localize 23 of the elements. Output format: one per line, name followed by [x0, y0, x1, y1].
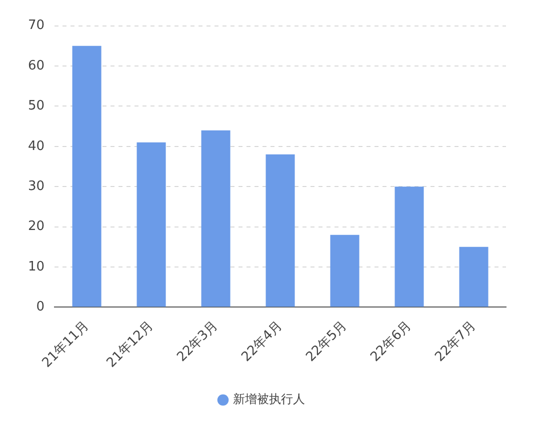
bar [459, 246, 488, 307]
bar [72, 46, 102, 307]
y-tick-label: 40 [28, 138, 45, 154]
x-tick-label: 22年5月 [303, 318, 350, 365]
bar [136, 142, 166, 307]
x-tick-label: 22年7月 [432, 318, 479, 365]
bar [394, 186, 424, 307]
x-tick-label: 21年11月 [40, 318, 92, 371]
y-tick-label: 50 [28, 98, 45, 114]
x-tick-label: 21年12月 [104, 318, 156, 371]
bar [201, 130, 230, 307]
bar [330, 234, 360, 307]
y-tick-label: 30 [28, 178, 45, 194]
y-tick-label: 60 [28, 58, 45, 74]
x-tick-label: 22年3月 [174, 318, 221, 365]
y-tick-label: 70 [28, 18, 45, 34]
bar [266, 154, 295, 307]
x-tick-label: 22年6月 [368, 318, 414, 365]
y-tick-label: 10 [28, 259, 45, 274]
legend-label: 新增被执行人 [233, 392, 305, 406]
y-tick-label: 0 [36, 300, 45, 315]
x-tick-label: 22年4月 [238, 318, 286, 365]
y-tick-label: 20 [28, 219, 45, 234]
